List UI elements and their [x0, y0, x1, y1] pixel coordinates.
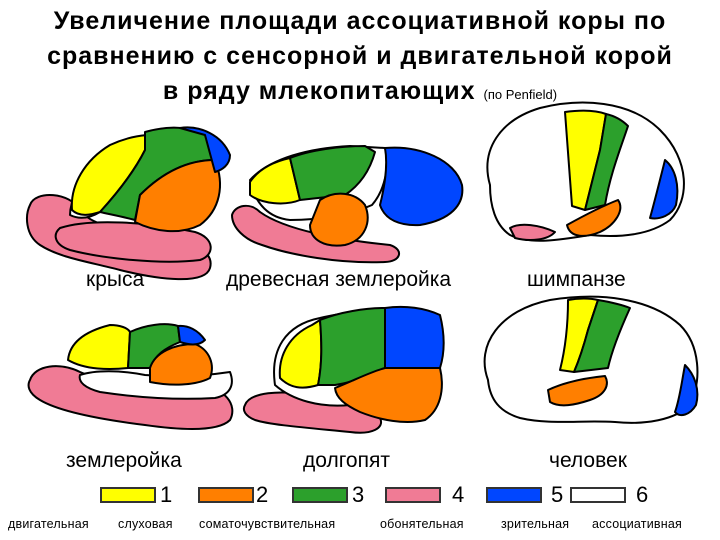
brain-chimpanzee — [486, 101, 685, 242]
legend-label-association: ассоциативная — [592, 517, 682, 531]
rat-auditory-region — [134, 159, 221, 233]
legend-swatch-motor — [100, 487, 156, 503]
title-line-2: сравнению с сенсорной и двигательной кор… — [47, 42, 673, 70]
label-tree-shrew: древесная землеройка — [226, 268, 452, 291]
legend-number-2: 2 — [256, 482, 269, 507]
tarsier-auditory-region — [334, 367, 443, 423]
chimp-olfactory-region — [509, 223, 556, 241]
legend-swatch-association — [570, 487, 626, 503]
title-line-3-text: в ряду млекопитающих — [162, 77, 476, 105]
legend-number-3: 3 — [352, 482, 365, 507]
label-rat: крыса — [86, 268, 145, 291]
brain-tarsier — [242, 305, 445, 434]
label-chimpanzee: шимпанзе — [527, 268, 626, 291]
legend-label-auditory: слуховая — [118, 517, 173, 531]
legend-number-5: 5 — [551, 482, 564, 507]
legend-label-olfactory: обонятельная — [380, 517, 464, 531]
tree-shrew-visual-region — [379, 146, 464, 227]
title-source: (по Penfield) — [483, 87, 558, 102]
legend-number-6: 6 — [636, 482, 649, 507]
label-human: человек — [549, 449, 627, 472]
legend-number-4: 4 — [452, 482, 465, 507]
tarsier-visual-region — [384, 305, 445, 369]
label-shrew: землеройка — [66, 449, 182, 472]
brain-human — [483, 295, 699, 424]
chimp-auditory-region — [566, 199, 622, 237]
title-line-3: в ряду млекопитающих (по Penfield) — [0, 76, 720, 110]
legend-number-1: 1 — [160, 482, 173, 507]
chimp-somatosensory-region — [584, 113, 629, 211]
chimp-visual-region — [649, 159, 679, 220]
legend-label-visual: зрительная — [501, 517, 570, 531]
label-tarsier: долгопят — [303, 449, 390, 472]
legend-swatch-visual — [486, 487, 542, 503]
legend-swatch-somatosensory — [292, 487, 348, 503]
shrew-auditory-region — [149, 343, 213, 386]
legend-label-motor: двигательная — [8, 517, 89, 531]
tree-shrew-auditory-region — [309, 192, 369, 247]
shrew-visual-region — [177, 324, 206, 346]
brain-shrew — [27, 323, 234, 430]
shrew-motor-region — [67, 324, 131, 370]
human-somatosensory-region — [573, 299, 631, 373]
title-line-1: Увеличение площади ассоциативной коры по — [53, 7, 667, 35]
tree-shrew-somatosensory-region — [289, 145, 376, 201]
human-auditory-region — [547, 375, 608, 407]
legend-swatch-auditory — [198, 487, 254, 503]
brain-rat — [26, 126, 231, 281]
brain-tree-shrew — [231, 145, 464, 264]
legend-label-somatosensory: соматочувствительная — [199, 517, 336, 531]
legend-swatch-olfactory — [385, 487, 441, 503]
rat-visual-region — [179, 126, 231, 173]
human-visual-region — [674, 364, 699, 417]
